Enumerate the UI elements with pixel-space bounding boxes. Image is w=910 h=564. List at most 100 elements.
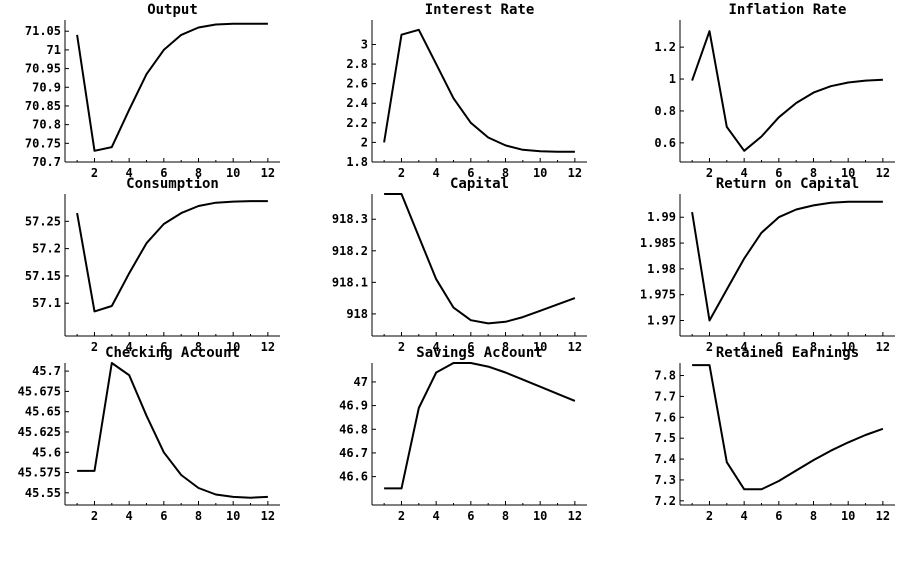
x-tick-label: 8 bbox=[502, 509, 509, 523]
y-tick-label: 46.8 bbox=[339, 422, 368, 436]
y-tick-label: 1.97 bbox=[647, 314, 676, 328]
x-tick-label: 10 bbox=[226, 166, 240, 180]
chart-title: Checking Account bbox=[105, 345, 240, 361]
y-tick-label: 70.8 bbox=[32, 118, 61, 132]
x-tick-label: 4 bbox=[433, 340, 440, 354]
x-tick-label: 12 bbox=[568, 166, 582, 180]
chart-title: Retained Earnings bbox=[716, 345, 859, 361]
y-tick-label: 0.6 bbox=[654, 136, 676, 150]
y-tick-label: 918.2 bbox=[332, 244, 368, 258]
y-tick-label: 57.15 bbox=[25, 269, 61, 283]
chart-title: Output bbox=[147, 2, 198, 18]
y-tick-label: 918.1 bbox=[332, 275, 368, 289]
y-tick-label: 70.7 bbox=[32, 155, 61, 169]
series-line-consumption bbox=[76, 200, 268, 313]
y-tick-label: 45.625 bbox=[18, 425, 61, 439]
x-tick-label: 10 bbox=[841, 166, 855, 180]
y-tick-label: 46.9 bbox=[339, 399, 368, 413]
series-line-output bbox=[76, 22, 268, 152]
series-line-checking-account bbox=[77, 362, 268, 499]
panel-retained-earnings: Retained Earnings 2 4 6 8 10 12 7.2 7.3 7.4 7.5 7.6… bbox=[654, 345, 895, 523]
x-tick-label: 6 bbox=[467, 509, 474, 523]
chart-title: Return on Capital bbox=[716, 176, 859, 192]
x-tick-label: 12 bbox=[261, 166, 275, 180]
x-tick-label: 4 bbox=[741, 509, 748, 523]
x-tick-label: 6 bbox=[467, 166, 474, 180]
y-tick-label: 7.6 bbox=[654, 410, 676, 424]
x-tick-label: 2 bbox=[706, 340, 713, 354]
x-tick-label: 8 bbox=[502, 340, 509, 354]
y-tick-label: 2.6 bbox=[346, 77, 368, 91]
x-tick-label: 2 bbox=[398, 509, 405, 523]
y-tick-label: 45.55 bbox=[25, 486, 61, 500]
x-tick-label: 10 bbox=[533, 509, 547, 523]
y-tick-label: 7.8 bbox=[654, 369, 676, 383]
y-tick-label: 1.975 bbox=[640, 288, 676, 302]
x-tick-label: 2 bbox=[91, 509, 98, 523]
x-tick-label: 10 bbox=[841, 340, 855, 354]
x-tick-label: 2 bbox=[706, 166, 713, 180]
panel-savings-account: Savings Account 2 4 6 8 10 12 46.6 46.7 46.8 46.9 4… bbox=[339, 345, 587, 523]
x-tick-label: 10 bbox=[533, 166, 547, 180]
y-tick-label: 1 bbox=[669, 72, 676, 86]
x-tick-label: 8 bbox=[195, 340, 202, 354]
x-tick-label: 10 bbox=[841, 509, 855, 523]
x-tick-label: 6 bbox=[775, 340, 782, 354]
x-tick-label: 12 bbox=[568, 509, 582, 523]
y-tick-label: 2.8 bbox=[346, 57, 368, 71]
panel-consumption: Consumption 2 4 6 8 10 12 57.1 57.15 57.2 57.25 bbox=[25, 176, 280, 354]
y-tick-label: 1.8 bbox=[346, 155, 368, 169]
x-tick-label: 4 bbox=[433, 166, 440, 180]
x-tick-label: 2 bbox=[398, 340, 405, 354]
y-tick-label: 0.8 bbox=[654, 104, 676, 118]
y-tick-label: 45.675 bbox=[18, 384, 61, 398]
y-tick-label: 1.2 bbox=[654, 40, 676, 54]
series-line-retained-earnings bbox=[692, 364, 884, 491]
y-tick-label: 1.985 bbox=[640, 236, 676, 250]
x-tick-label: 4 bbox=[126, 166, 133, 180]
y-tick-label: 1.98 bbox=[647, 262, 676, 276]
x-tick-label: 8 bbox=[195, 509, 202, 523]
x-tick-label: 12 bbox=[568, 340, 582, 354]
series-line-interest-rate bbox=[383, 28, 575, 153]
x-tick-label: 4 bbox=[741, 340, 748, 354]
y-tick-label: 70.85 bbox=[25, 99, 61, 113]
x-tick-label: 2 bbox=[91, 340, 98, 354]
panel-output: Output 2 4 6 8 10 12 70.7 70.75 70.8 70.85 70.9 70.9… bbox=[25, 2, 280, 180]
y-tick-label: 7.5 bbox=[654, 431, 676, 445]
y-tick-label: 47 bbox=[354, 375, 368, 389]
chart-title: Savings Account bbox=[416, 345, 542, 361]
y-tick-label: 45.6 bbox=[32, 445, 61, 459]
chart-title: Interest Rate bbox=[425, 2, 535, 18]
y-tick-label: 1.99 bbox=[647, 210, 676, 224]
y-tick-label: 45.7 bbox=[32, 364, 61, 378]
x-tick-label: 10 bbox=[226, 509, 240, 523]
x-tick-label: 6 bbox=[160, 340, 167, 354]
series-line-return-on-capital bbox=[691, 200, 883, 322]
x-tick-label: 10 bbox=[533, 340, 547, 354]
series-line-inflation-rate bbox=[691, 30, 883, 152]
x-tick-label: 8 bbox=[810, 166, 817, 180]
panel-return-on-capital: Return on Capital 2 4 6 8 10 12 1.97 1.975 1.98 1.… bbox=[640, 176, 895, 354]
y-tick-label: 45.575 bbox=[18, 466, 61, 480]
y-tick-label: 45.65 bbox=[25, 405, 61, 419]
series-line-savings-account bbox=[384, 362, 576, 490]
x-tick-label: 2 bbox=[706, 509, 713, 523]
panel-interest-rate: Interest Rate 2 4 6 8 10 12 1.8 2 2.2 2.4 2.6 2.8 3 bbox=[346, 2, 587, 180]
y-tick-label: 46.6 bbox=[339, 470, 368, 484]
x-tick-label: 2 bbox=[91, 166, 98, 180]
y-tick-label: 70.9 bbox=[32, 80, 61, 94]
y-tick-label: 3 bbox=[361, 37, 368, 51]
x-tick-label: 4 bbox=[741, 166, 748, 180]
y-tick-label: 57.2 bbox=[32, 242, 61, 256]
y-tick-label: 7.2 bbox=[654, 494, 676, 508]
x-tick-label: 6 bbox=[160, 166, 167, 180]
y-tick-label: 71 bbox=[47, 43, 61, 57]
y-tick-label: 7.4 bbox=[654, 452, 676, 466]
x-tick-label: 2 bbox=[398, 166, 405, 180]
x-tick-label: 12 bbox=[261, 509, 275, 523]
x-tick-label: 8 bbox=[195, 166, 202, 180]
panel-inflation-rate: Inflation Rate 2 4 6 8 10 12 0.6 0.8 1 1.2 bbox=[654, 2, 895, 180]
x-tick-label: 4 bbox=[433, 509, 440, 523]
y-tick-label: 2 bbox=[361, 135, 368, 149]
